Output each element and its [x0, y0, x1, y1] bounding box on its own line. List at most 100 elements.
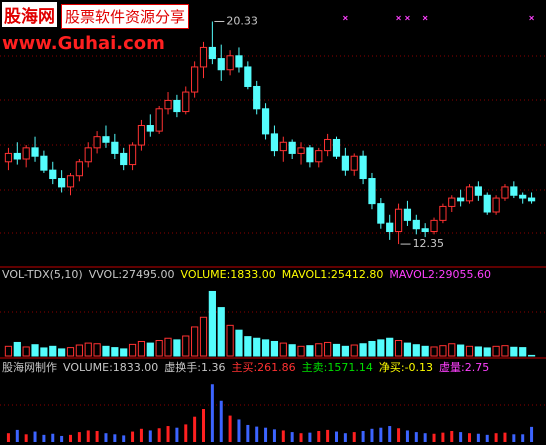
flow-bar	[530, 426, 534, 442]
candle-body	[332, 138, 341, 157]
volume-bar	[226, 324, 234, 357]
flow-bar	[397, 428, 401, 442]
flow-bar	[317, 431, 321, 442]
flow-bar	[15, 429, 19, 442]
candle-body	[519, 194, 527, 199]
flow-bar	[441, 432, 445, 442]
flow-bar	[370, 428, 374, 442]
flow-bar	[450, 431, 454, 442]
volume-bar	[217, 307, 225, 357]
logo-name: 股海网	[2, 2, 57, 27]
candle-body	[527, 197, 536, 202]
flow-bar	[33, 431, 37, 442]
candle-body	[288, 141, 296, 154]
volume-bar	[146, 342, 154, 357]
volume-bar	[253, 337, 261, 357]
volume-bar	[377, 339, 385, 357]
flow-bar	[228, 415, 232, 442]
volume-bar	[297, 345, 305, 357]
candle-body	[253, 85, 261, 110]
flow-bar	[255, 426, 259, 442]
volume-bar	[359, 343, 367, 357]
volume-bar	[527, 354, 536, 357]
flow-bar	[104, 433, 108, 442]
flow-bar	[95, 431, 99, 442]
volume-bar	[31, 344, 39, 357]
flow-bar	[379, 427, 383, 442]
candle-body	[164, 99, 172, 110]
flow-bar	[139, 428, 143, 442]
volume-bar	[465, 345, 474, 357]
flow-bar	[521, 434, 525, 442]
candle-body	[261, 108, 270, 135]
volume-bar	[244, 336, 252, 357]
header-item: 虚换手:1.36	[164, 361, 226, 374]
candle-body	[474, 186, 482, 196]
candle-body	[66, 175, 75, 188]
flow-bar	[131, 431, 135, 442]
volume-bar	[341, 345, 349, 357]
header-item: 股海网制作	[2, 361, 57, 374]
volume-bar	[350, 344, 358, 357]
flow-bar	[361, 431, 365, 442]
volume-bar	[270, 340, 279, 357]
candle-body	[439, 205, 447, 221]
volume-bar	[430, 346, 438, 357]
flow-bar	[503, 432, 507, 442]
flow-bar	[326, 429, 330, 442]
volume-bar	[448, 343, 456, 357]
flow-bar	[113, 434, 117, 442]
logo: 股海网 股票软件资源分享 www.Guhai.com	[2, 2, 190, 54]
volume-bar	[501, 345, 509, 357]
volume-bar	[208, 290, 216, 357]
candle-body	[394, 208, 403, 233]
flow-bar	[405, 430, 409, 442]
candle-body	[191, 66, 199, 93]
flow-bar	[468, 433, 471, 442]
annotation-label: 12.35	[413, 237, 445, 250]
candle-body	[359, 155, 367, 180]
volume-bar	[235, 329, 243, 357]
flow-bar	[414, 432, 418, 442]
annotation-label: 20.33	[226, 14, 258, 27]
candle-body	[22, 147, 30, 160]
volume-header: VOL-TDX(5,10) VVOL:27495.00 VOLUME:1833.00…	[2, 268, 497, 281]
candle-body	[75, 161, 83, 177]
flow-bar	[210, 384, 214, 442]
header-item: 虚量:2.75	[439, 361, 490, 374]
volume-bar	[474, 346, 482, 357]
flow-bar	[237, 419, 241, 442]
flow-bar	[202, 409, 205, 442]
candle-body	[510, 186, 518, 196]
candle-body	[492, 197, 500, 213]
candle-body	[315, 150, 323, 163]
candle-body	[13, 152, 21, 160]
candle-body	[58, 178, 66, 188]
flow-bar	[459, 432, 463, 442]
candle-body	[155, 108, 163, 132]
candle-body	[111, 141, 119, 154]
volume-bar	[510, 346, 518, 357]
candle-body	[448, 197, 456, 207]
volume-bar	[111, 347, 119, 357]
flow-bar	[485, 434, 489, 442]
flow-bar	[290, 432, 294, 442]
flow-bar	[6, 433, 10, 442]
volume-bar	[66, 347, 75, 357]
flow-bar	[352, 432, 356, 442]
logo-url: www.Guhai.com	[2, 33, 165, 54]
candle-body	[31, 147, 39, 157]
signal-marker	[529, 15, 534, 21]
volume-bar	[40, 347, 48, 357]
candle-body	[199, 46, 208, 68]
volume-bar	[394, 340, 403, 357]
candle-body	[457, 197, 465, 202]
candle-body	[226, 55, 234, 71]
volume-bar	[412, 344, 420, 357]
flow-bar	[476, 433, 480, 442]
candle-body	[84, 147, 92, 163]
volume-bar	[102, 345, 110, 357]
candle-body	[217, 58, 225, 71]
flow-bar	[184, 424, 188, 442]
